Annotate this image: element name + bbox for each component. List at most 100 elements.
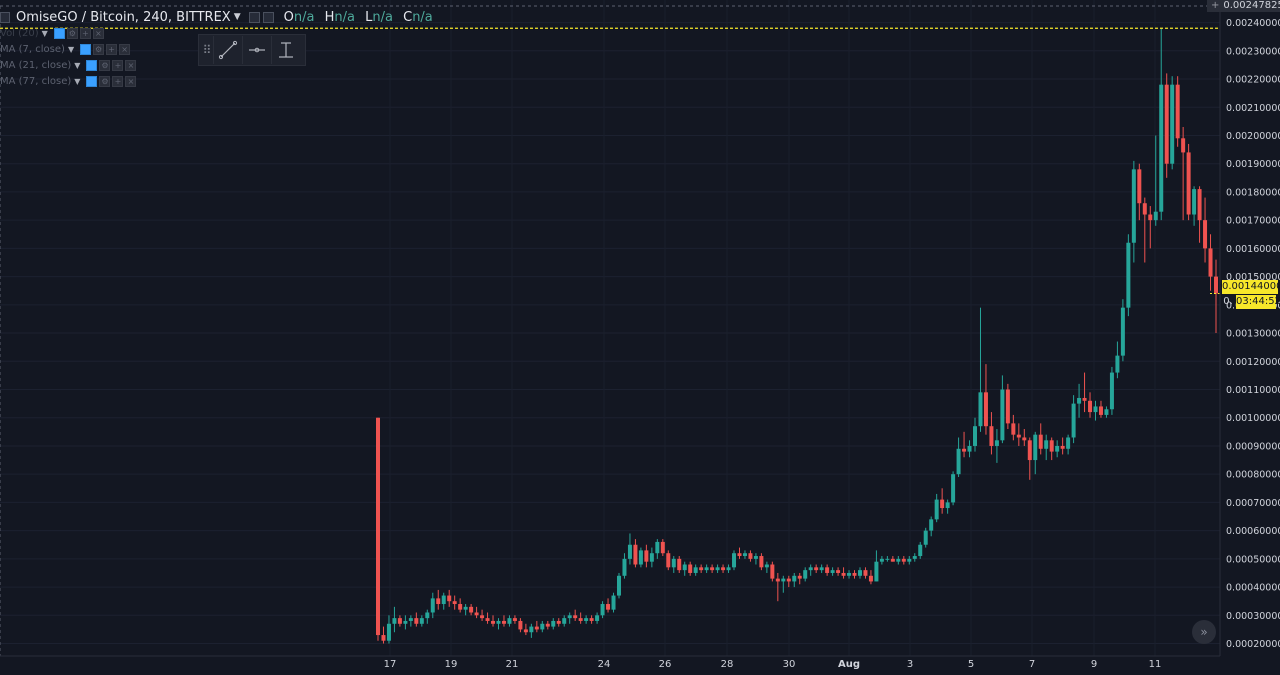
- close-icon[interactable]: ×: [125, 76, 137, 87]
- overlays: [0, 5, 1220, 656]
- add-icon[interactable]: +: [112, 76, 124, 87]
- candle-body: [611, 595, 616, 610]
- eye-icon[interactable]: [53, 28, 65, 39]
- time-axis[interactable]: 17 19 21 24 26 28 30 Aug 3 5 7 9 11: [0, 655, 1220, 670]
- candle-body: [644, 550, 649, 562]
- candle-body: [797, 575, 802, 579]
- ohlc-readout: On/a Hn/a Ln/a Cn/a: [284, 10, 439, 25]
- candle-body: [803, 570, 808, 579]
- candle-body: [890, 558, 895, 562]
- candle-body: [447, 595, 452, 602]
- candle-body: [408, 618, 413, 621]
- y-tick-label: 0.00060000: [1226, 526, 1280, 537]
- symbol-title[interactable]: OmiseGO / Bitcoin, 240, BITTREX: [16, 9, 231, 25]
- candle-body: [1060, 445, 1065, 449]
- last-price-label: 0.00144000: [1222, 280, 1280, 294]
- candle-body: [989, 426, 994, 446]
- chevron-down-icon[interactable]: ▼: [233, 12, 241, 22]
- eye-icon[interactable]: [80, 44, 92, 55]
- chevron-down-icon[interactable]: ▼: [74, 77, 81, 86]
- price-range-tool-icon[interactable]: [271, 36, 300, 64]
- candle-body: [1082, 397, 1087, 401]
- plus-icon[interactable]: +: [1211, 0, 1220, 11]
- candle-body: [638, 550, 643, 565]
- candle-body: [419, 618, 424, 624]
- horizontal-ray-tool-icon[interactable]: [242, 36, 271, 64]
- candle-body: [556, 620, 561, 624]
- grid: [0, 22, 1220, 645]
- candle-body: [595, 615, 600, 621]
- y-tick-label: 0.00090000: [1226, 441, 1280, 452]
- last-price-partial-label: 0.: [1223, 296, 1233, 307]
- add-icon[interactable]: +: [79, 28, 91, 39]
- candle-body: [721, 567, 726, 571]
- candle-body: [551, 620, 556, 627]
- candle-body: [753, 556, 758, 559]
- chevron-down-icon[interactable]: ▼: [74, 61, 81, 70]
- collapse-icon[interactable]: [0, 11, 10, 23]
- eye-icon[interactable]: [86, 60, 98, 71]
- candle-body: [534, 626, 539, 630]
- ohlc-key: O: [283, 9, 294, 25]
- close-icon[interactable]: ×: [125, 60, 137, 71]
- candle-body: [1022, 437, 1027, 441]
- y-tick-label: 0.00070000: [1226, 498, 1280, 509]
- trend-line-tool-icon[interactable]: [213, 36, 242, 64]
- candle-body: [671, 558, 676, 568]
- indicator-label: MA (7, close): [0, 44, 65, 55]
- candle-body: [501, 620, 506, 624]
- candle-body: [578, 618, 583, 621]
- candle-body: [1214, 276, 1218, 294]
- candles: [376, 28, 1218, 644]
- price-axis[interactable]: 0.00240000 0.00230000 0.00220000 0.00210000…: [1219, 0, 1280, 671]
- candle-body: [491, 620, 496, 624]
- x-tick-label: 26: [659, 659, 672, 670]
- candle-body: [633, 544, 638, 565]
- chevron-down-icon[interactable]: ▼: [67, 45, 75, 54]
- candle-body: [934, 499, 939, 520]
- chevron-down-icon[interactable]: ▼: [41, 29, 48, 38]
- candle-body: [1055, 445, 1060, 452]
- candle-body: [825, 567, 830, 573]
- candle-body: [562, 618, 567, 624]
- settings-icon[interactable]: ⚙: [66, 28, 78, 39]
- settings-icon[interactable]: [262, 11, 274, 23]
- candle-body: [1115, 355, 1120, 373]
- candle-body: [627, 544, 632, 559]
- y-tick-label: 0.00110000: [1226, 385, 1280, 396]
- candle-body: [874, 561, 879, 582]
- indicator-vol[interactable]: Vol (20) ▼ ⚙ + ×: [0, 28, 104, 39]
- candle-body: [1203, 220, 1208, 249]
- drag-handle-icon[interactable]: ⠿: [202, 43, 212, 57]
- candle-body: [693, 567, 698, 573]
- candle-body: [737, 553, 742, 557]
- eye-icon[interactable]: [86, 76, 98, 87]
- eye-icon[interactable]: [248, 11, 260, 23]
- close-icon[interactable]: ×: [119, 44, 131, 55]
- candle-body: [622, 558, 627, 576]
- candle-body: [1104, 409, 1109, 415]
- candle-body: [1137, 169, 1142, 204]
- y-tick-label: 0.00080000: [1226, 470, 1280, 481]
- y-tick-label: 0.00020000: [1226, 639, 1280, 650]
- price-axis-top-readout: +0.00247825: [1207, 0, 1280, 12]
- scroll-to-realtime-button[interactable]: »: [1192, 620, 1216, 644]
- close-icon[interactable]: ×: [92, 28, 104, 39]
- candle-body: [901, 558, 906, 562]
- candle-body: [1120, 307, 1125, 356]
- settings-icon[interactable]: ⚙: [99, 60, 111, 71]
- countdown-label: 03:44:52: [1236, 295, 1280, 309]
- indicator-ma-21[interactable]: MA (21, close) ▼ ⚙ + ×: [0, 60, 137, 71]
- y-tick-label: 0.00040000: [1226, 583, 1280, 594]
- settings-icon[interactable]: ⚙: [99, 76, 111, 87]
- candle-body: [414, 618, 419, 624]
- settings-icon[interactable]: ⚙: [93, 44, 105, 55]
- indicator-ma-7[interactable]: MA (7, close) ▼ ⚙ + ×: [0, 44, 131, 55]
- candle-body: [1005, 389, 1010, 424]
- add-icon[interactable]: +: [106, 44, 118, 55]
- candle-body: [688, 564, 693, 573]
- add-icon[interactable]: +: [112, 60, 124, 71]
- indicator-ma-77[interactable]: MA (77, close) ▼ ⚙ + ×: [0, 76, 137, 87]
